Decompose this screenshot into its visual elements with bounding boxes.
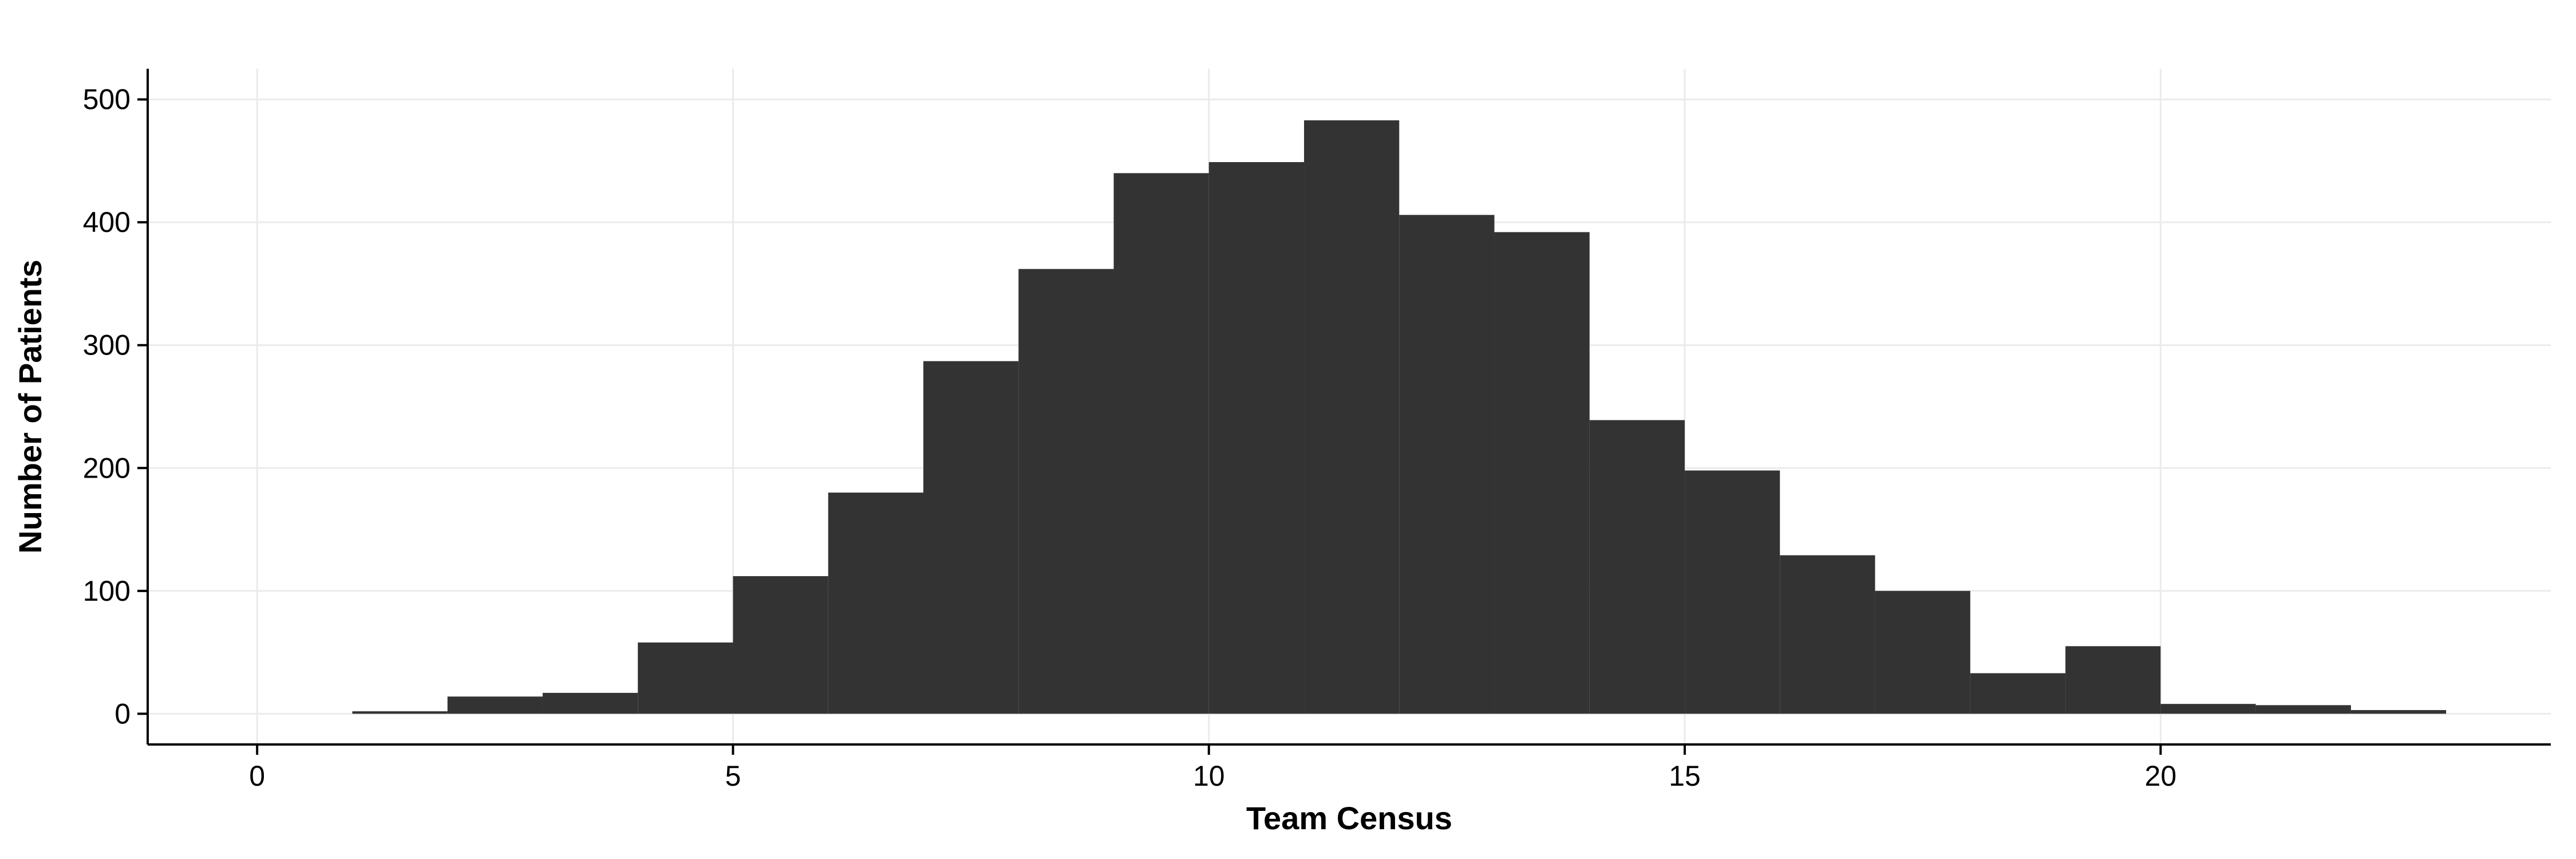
x-tick-label: 10 — [1193, 760, 1225, 792]
histogram-bar — [923, 361, 1019, 714]
histogram-bar — [1304, 120, 1400, 714]
histogram-bar — [638, 642, 733, 714]
histogram-bar — [1780, 555, 1875, 714]
histogram-bar — [1589, 420, 1685, 714]
histogram-bar — [828, 492, 923, 714]
histogram-bar — [733, 576, 828, 714]
histogram-bar — [1018, 269, 1114, 714]
y-tick-label: 400 — [83, 206, 131, 238]
histogram-bar — [542, 692, 638, 714]
y-axis-ticks: 0 100 200 300 400 500 — [83, 84, 148, 730]
histogram-bar — [1113, 173, 1209, 714]
axes — [147, 69, 2551, 746]
histogram-bar — [352, 711, 448, 714]
histogram-bar — [1399, 215, 1495, 714]
histogram-bar — [1208, 162, 1305, 714]
y-tick-label: 100 — [83, 575, 131, 607]
x-tick-label: 0 — [249, 760, 265, 792]
histogram-bar — [2065, 646, 2161, 714]
histogram-bar — [1970, 673, 2066, 714]
y-axis-title: Number of Patients — [12, 259, 48, 553]
y-tick-label: 200 — [83, 452, 131, 484]
histogram-bar — [1875, 590, 1970, 714]
y-tick-label: 500 — [83, 84, 131, 116]
x-tick-label: 15 — [1669, 760, 1701, 792]
histogram-bar — [1685, 470, 1780, 714]
histogram-bar — [2160, 704, 2256, 714]
histogram-bar — [447, 696, 543, 714]
histogram-bars — [352, 120, 2447, 714]
x-tick-label: 20 — [2145, 760, 2177, 792]
histogram-bar — [2255, 705, 2351, 714]
histogram-bar — [1494, 232, 1590, 714]
x-axis-title: Team Census — [1246, 800, 1452, 836]
y-tick-label: 300 — [83, 329, 131, 361]
x-tick-label: 5 — [725, 760, 741, 792]
histogram-bar — [2350, 710, 2447, 714]
x-axis-ticks: 0 5 10 15 20 — [249, 744, 2176, 792]
y-tick-label: 0 — [114, 698, 131, 730]
